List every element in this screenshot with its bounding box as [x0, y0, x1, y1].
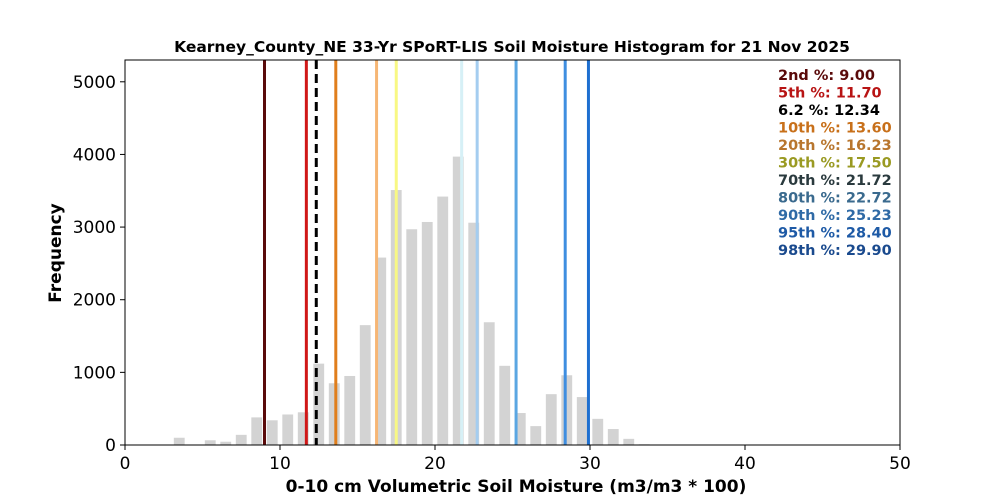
histogram-bar	[499, 365, 511, 445]
histogram-bar	[359, 325, 371, 445]
histogram-bar	[592, 418, 604, 445]
histogram-bar	[623, 438, 635, 445]
histogram-bar	[282, 414, 294, 445]
histogram-bar	[530, 426, 542, 445]
y-tick-label: 2000	[73, 291, 116, 311]
y-axis-label: Frequency	[46, 203, 66, 303]
histogram-bar	[576, 397, 588, 445]
histogram-bar	[220, 441, 232, 445]
legend-entry: 6.2 %: 12.34	[778, 103, 880, 119]
legend-entry: 70th %: 21.72	[778, 173, 892, 189]
histogram-bar	[313, 363, 325, 445]
axes: 0 10 20 30 40 50 0 1000 2000 3000 4000 5000	[73, 59, 911, 474]
y-tick-label: 5000	[73, 73, 116, 93]
histogram-bar	[514, 413, 526, 445]
chart-title: Kearney_County_NE 33-Yr SPoRT-LIS Soil M…	[174, 38, 850, 56]
legend-entry: 90th %: 25.23	[778, 208, 892, 224]
histogram-bar	[297, 412, 309, 445]
legend-entry: 10th %: 13.60	[778, 121, 892, 137]
x-tick-label: 0	[120, 454, 131, 474]
histogram-bar	[483, 322, 495, 445]
histogram-bar	[375, 257, 387, 445]
legend-entry: 30th %: 17.50	[778, 156, 892, 172]
legend-entry: 5th %: 11.70	[778, 86, 882, 102]
histogram-bar	[173, 437, 185, 445]
legend-entry: 20th %: 16.23	[778, 138, 892, 154]
x-tick-label: 10	[269, 454, 291, 474]
x-tick-label: 50	[889, 454, 911, 474]
histogram-bar	[607, 429, 619, 445]
histogram-bar	[452, 156, 464, 446]
histogram-bar	[328, 383, 340, 445]
histogram-bar	[421, 221, 433, 445]
legend-entry: 98th %: 29.90	[778, 243, 892, 259]
histogram-bar	[204, 440, 216, 445]
legend-entry: 95th %: 28.40	[778, 226, 892, 242]
x-axis-label: 0-10 cm Volumetric Soil Moisture (m3/m3 …	[286, 477, 747, 497]
y-tick-label: 1000	[73, 363, 116, 383]
y-tick-label: 3000	[73, 218, 116, 238]
histogram-bar	[561, 375, 573, 445]
histogram-bar	[344, 375, 356, 445]
plot-area	[173, 60, 650, 446]
histogram-bar	[406, 229, 418, 445]
legend-entry: 80th %: 22.72	[778, 191, 892, 207]
histogram-bar	[468, 222, 480, 445]
histogram-bar	[545, 394, 557, 445]
plot-frame	[124, 59, 901, 446]
x-tick-label: 20	[424, 454, 446, 474]
histogram-bar	[235, 434, 247, 445]
x-tick-label: 30	[579, 454, 601, 474]
y-tick-label: 0	[105, 436, 116, 456]
histogram-bar	[437, 196, 449, 445]
y-tick-label: 4000	[73, 145, 116, 165]
x-tick-label: 40	[734, 454, 756, 474]
legend-entry: 2nd %: 9.00	[778, 68, 875, 84]
percentile-legend: 2nd %: 9.00 5th %: 11.706.2 %: 12.34 10th …	[778, 68, 892, 259]
histogram-bar	[266, 420, 278, 445]
histogram-bar	[251, 417, 263, 445]
